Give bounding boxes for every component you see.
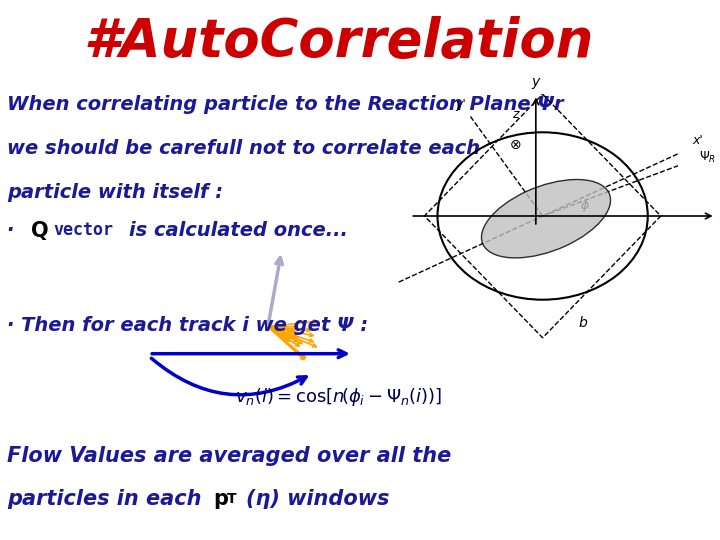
Text: x: x [719, 209, 720, 223]
Text: we should be carefull not to correlate each: we should be carefull not to correlate e… [6, 139, 480, 158]
Text: $\phi$: $\phi$ [580, 197, 590, 214]
Text: ·: · [6, 221, 21, 240]
Text: y': y' [456, 98, 467, 111]
Text: (η) windows: (η) windows [246, 489, 389, 509]
Text: #AutoCorrelation: #AutoCorrelation [84, 16, 594, 68]
Text: x': x' [693, 134, 703, 147]
Text: Q: Q [30, 221, 48, 241]
Text: · Then for each track i we get Ψ :: · Then for each track i we get Ψ : [6, 316, 368, 335]
Text: $\Psi_R$: $\Psi_R$ [699, 150, 716, 165]
Text: When correlating particle to the Reaction Plane Ψr: When correlating particle to the Reactio… [6, 94, 564, 113]
Text: particles in each: particles in each [6, 489, 209, 509]
Text: vector: vector [53, 221, 113, 239]
Text: particle with itself :: particle with itself : [6, 183, 222, 202]
Text: $v_n(i) = \cos\!\left[n\!\left(\phi_i - \Psi_n(i)\right)\right]$: $v_n(i) = \cos\!\left[n\!\left(\phi_i - … [235, 386, 443, 408]
Text: Flow Values are averaged over all the: Flow Values are averaged over all the [6, 446, 451, 465]
Text: $\otimes$: $\otimes$ [509, 138, 522, 152]
Ellipse shape [482, 179, 611, 258]
Text: z: z [512, 109, 518, 122]
Text: p: p [214, 489, 229, 509]
Text: is calculated once...: is calculated once... [129, 221, 348, 240]
Text: y: y [531, 75, 540, 89]
Text: T: T [228, 492, 237, 507]
Text: b: b [579, 316, 588, 330]
